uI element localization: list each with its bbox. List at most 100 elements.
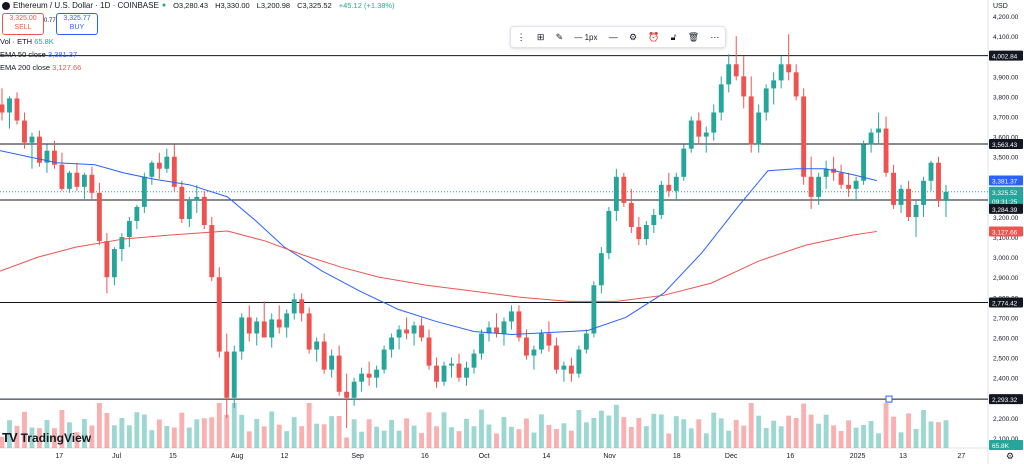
x-tick-label: Dec (725, 453, 738, 460)
volume-bar (126, 425, 132, 448)
volume-bar (0, 436, 5, 448)
volume-bar (553, 429, 559, 448)
ema200-line (0, 230, 877, 302)
volume-bar (344, 437, 350, 448)
candle-body (786, 64, 792, 73)
volume-bar (239, 414, 245, 448)
candle-body (141, 176, 147, 207)
chart-settings-icon: ⚙ (1006, 451, 1014, 461)
volume-bar (96, 403, 102, 448)
volume-bar (366, 419, 372, 448)
candle-body (509, 311, 514, 322)
lock-icon[interactable]: 🔓︎ (670, 32, 677, 42)
candle-body (171, 156, 177, 187)
volume-bar (194, 419, 200, 448)
drag-handle-icon[interactable]: ⋮ (516, 32, 526, 42)
candle-body (861, 144, 867, 181)
candle-body (846, 184, 852, 189)
trash-icon[interactable]: 🗑︎ (687, 32, 700, 42)
y-tick-label: 3,800.00 (993, 94, 1019, 101)
volume-bar (209, 417, 215, 448)
buy-button[interactable]: 3,325.77 BUY (56, 13, 98, 35)
volume-bar (561, 423, 567, 448)
ema50-value: 3,381.37 (47, 50, 78, 59)
candle-body (733, 64, 739, 77)
candle-body (426, 337, 432, 366)
ema200-legend[interactable]: EMA 200 close 3,127.66 (0, 63, 81, 72)
candle-body (494, 327, 499, 334)
volume-bar (351, 419, 357, 448)
candle-body (703, 132, 709, 137)
candle-body (876, 128, 882, 133)
candle-body (531, 349, 537, 356)
candle-body (389, 337, 395, 350)
volume-indicator-legend[interactable]: Vol · ETH 65.8K (0, 37, 54, 46)
volume-bar (479, 409, 484, 448)
volume-bar (606, 415, 612, 448)
candle-body (546, 333, 552, 346)
candle-body (464, 367, 469, 378)
volume-bar (823, 414, 829, 448)
candle-body (374, 369, 380, 378)
volume-bar (733, 420, 739, 448)
template-icon[interactable]: ⊞ (536, 32, 545, 42)
price-label-text: 65.8K (992, 443, 1010, 450)
candle-body (126, 220, 132, 238)
currency-label[interactable]: USD (993, 3, 1008, 10)
buy-price: 3,325.77 (63, 15, 91, 22)
sell-button[interactable]: 3,325.00 SELL (2, 13, 44, 35)
candle-body (104, 241, 110, 278)
settings-icon[interactable]: ⚙ (628, 32, 638, 42)
candle-body (186, 200, 192, 219)
y-tick-label: 3,000.00 (993, 255, 1019, 262)
volume-bar (501, 417, 507, 448)
x-tick-label: 12 (281, 453, 289, 460)
volume-bar (419, 433, 424, 448)
candle-body (651, 214, 657, 226)
price-label-text: 2,293.32 (992, 397, 1018, 404)
line-style-icon[interactable]: ― (608, 32, 618, 42)
price-label-text: 3,381.37 (992, 179, 1018, 186)
volume-bar (808, 414, 814, 448)
candle-body (763, 88, 769, 113)
more-icon[interactable]: ⋯ (710, 32, 720, 42)
y-tick-label: 4,200.00 (993, 14, 1019, 21)
candle-body (14, 98, 20, 121)
volume-bar (254, 419, 260, 448)
line-width-control[interactable]: — 1px (574, 33, 597, 42)
ema50-legend[interactable]: EMA 50 close 3,381.37 (0, 50, 77, 59)
volume-bar (486, 424, 492, 448)
volume-bar (299, 426, 305, 448)
volume-bar (771, 420, 777, 448)
candle-body (0, 104, 5, 113)
candle-body (419, 325, 424, 338)
price-label-text: 2,774.42 (992, 300, 1018, 307)
candle-body (209, 225, 215, 278)
candle-body (816, 176, 822, 197)
candle-body (269, 319, 275, 338)
candle-body (74, 172, 80, 187)
volume-bar (201, 418, 207, 448)
volume-bar (14, 425, 20, 448)
candle-body (576, 349, 582, 374)
candle-body (314, 341, 320, 350)
candle-body (628, 202, 634, 228)
volume-bar (576, 410, 582, 448)
price-label-text: 09:31:25 (992, 199, 1018, 206)
candle-body (748, 96, 754, 145)
candle-body (891, 172, 896, 205)
volume-bar (583, 422, 589, 448)
volume-bar (928, 421, 934, 448)
candle-body (291, 299, 297, 314)
volume-bar (426, 412, 432, 448)
x-tick-label: 16 (787, 453, 795, 460)
price-label-tag (989, 186, 1023, 197)
symbol-title[interactable]: Ethereum / U.S. Dollar · 1D · COINBASE (13, 1, 159, 10)
line-color-icon[interactable]: ✎ (555, 32, 564, 42)
candle-body (486, 327, 492, 334)
alert-icon[interactable]: ⏰ (648, 32, 660, 42)
x-tick-label: 17 (55, 453, 63, 460)
candle-body (553, 345, 559, 370)
volume-bar (171, 427, 177, 448)
